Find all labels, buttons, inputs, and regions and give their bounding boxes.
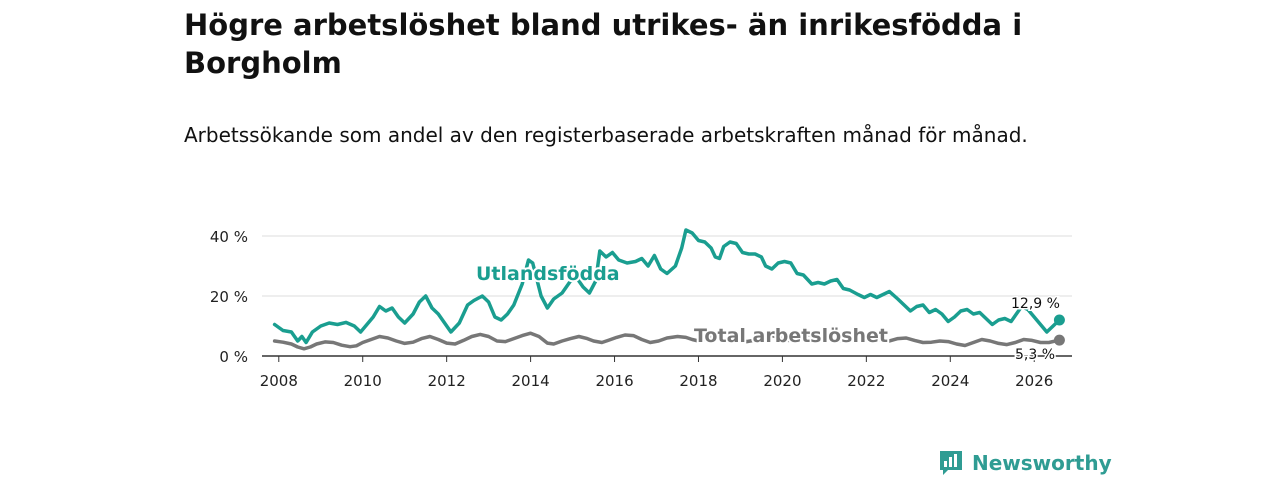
chart-subtitle: Arbetssökande som andel av den registerb… xyxy=(184,123,1028,147)
series-end-point-0 xyxy=(1053,314,1065,326)
y-tick-label: 20 % xyxy=(210,288,248,306)
x-tick-label: 2020 xyxy=(763,372,801,390)
bar-chart-icon xyxy=(940,451,962,475)
x-tick-label: 2010 xyxy=(344,372,382,390)
series-end-point-1 xyxy=(1053,334,1065,346)
y-tick-label: 40 % xyxy=(210,228,248,246)
series-label-total: Total arbetslöshet xyxy=(694,325,888,347)
chart-title: Högre arbetslöshet bland utrikes- än inr… xyxy=(184,8,1023,80)
x-tick-label: 2016 xyxy=(595,372,633,390)
series-lines xyxy=(272,228,1065,351)
y-tick-label: 0 % xyxy=(219,348,248,366)
series-label-utlandsfodda: Utlandsfödda xyxy=(476,263,620,285)
line-chart: 0 % 20 % 40 % 2008 2010 2012 2014 2016 2018 2020… xyxy=(210,228,1072,390)
newsworthy-logo: Newsworthy xyxy=(938,448,1112,478)
series-line-1 xyxy=(272,330,1062,351)
x-tick-label: 2014 xyxy=(512,372,550,390)
x-tick-label: 2024 xyxy=(931,372,969,390)
series-labels: Utlandsfödda Total arbetslöshet 12,9 % 5… xyxy=(474,261,1061,365)
gridlines xyxy=(262,235,1072,357)
y-axis-ticks: 0 % 20 % 40 % xyxy=(210,228,248,366)
end-label-total: 5,3 % xyxy=(1015,347,1055,363)
x-tick-label: 2018 xyxy=(679,372,717,390)
brand-name: Newsworthy xyxy=(972,451,1112,475)
x-axis-ticks: 2008 2010 2012 2014 2016 2018 2020 2022 2024 2026 xyxy=(260,356,1053,390)
x-tick-label: 2026 xyxy=(1015,372,1053,390)
x-tick-label: 2012 xyxy=(428,372,466,390)
x-tick-label: 2008 xyxy=(260,372,298,390)
end-label-utlandsfodda: 12,9 % xyxy=(1011,296,1060,312)
x-tick-label: 2022 xyxy=(847,372,885,390)
series-line-0 xyxy=(272,228,1062,345)
